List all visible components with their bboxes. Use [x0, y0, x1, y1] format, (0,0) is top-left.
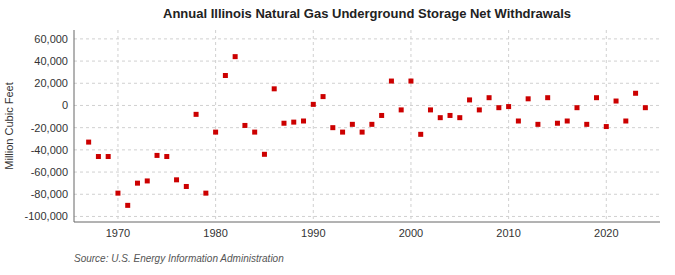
point — [594, 95, 599, 100]
points — [86, 54, 648, 208]
point — [438, 115, 443, 120]
point — [614, 99, 619, 104]
point — [633, 91, 638, 96]
y-tick-label: -100,000 — [25, 210, 68, 222]
point — [350, 122, 355, 127]
y-grid-line — [74, 172, 660, 173]
x-axis-line — [74, 222, 660, 223]
grid — [74, 30, 660, 222]
x-grid-line — [215, 30, 216, 222]
point — [506, 104, 511, 109]
chart-container: -100,000 -80,000 -60,000 -40,000 -20,000 0 20,… — [0, 0, 675, 275]
point — [281, 121, 286, 126]
point — [340, 130, 345, 135]
y-tick-label: 0 — [62, 99, 68, 111]
point — [174, 177, 179, 182]
point — [418, 132, 423, 137]
point — [545, 95, 550, 100]
y-grid-line — [74, 194, 660, 195]
y-axis-label: Million Cubic Feet — [3, 82, 15, 169]
y-tick-label: 20,000 — [34, 77, 68, 89]
y-grid-line — [74, 83, 660, 84]
point — [428, 107, 433, 112]
point — [369, 122, 374, 127]
y-grid-line — [74, 216, 660, 217]
point — [457, 115, 462, 120]
y-tick-label: 40,000 — [34, 55, 68, 67]
x-tick-label: 2020 — [594, 227, 618, 239]
y-tick-label: 60,000 — [34, 33, 68, 45]
point — [164, 154, 169, 159]
point — [96, 154, 101, 159]
point — [272, 86, 277, 91]
point — [242, 123, 247, 128]
point — [565, 119, 570, 124]
x-tick-label: 1990 — [301, 227, 325, 239]
point — [623, 119, 628, 124]
point — [467, 97, 472, 102]
source-annotation: Source: U.S. Energy Information Administ… — [74, 253, 284, 264]
point — [291, 120, 296, 125]
point — [86, 140, 91, 145]
y-tick-label: -20,000 — [31, 122, 68, 134]
point — [389, 79, 394, 84]
x-tick-label: 2010 — [496, 227, 520, 239]
point — [399, 107, 404, 112]
point — [262, 152, 267, 157]
point — [584, 122, 589, 127]
y-tick-label: -60,000 — [31, 166, 68, 178]
y-tick-label: -40,000 — [31, 144, 68, 156]
point — [448, 113, 453, 118]
point — [321, 94, 326, 99]
point — [145, 178, 150, 183]
point — [252, 130, 257, 135]
y-tick-label: -80,000 — [31, 188, 68, 200]
point — [301, 119, 306, 124]
y-axis-line — [74, 30, 75, 222]
point — [477, 107, 482, 112]
y-grid-line — [74, 38, 660, 39]
point — [330, 125, 335, 130]
point — [496, 105, 501, 110]
y-grid-line — [74, 149, 660, 150]
point — [223, 73, 228, 78]
point — [203, 191, 208, 196]
point — [106, 154, 111, 159]
x-tick-label: 1980 — [203, 227, 227, 239]
point — [155, 153, 160, 158]
point — [194, 112, 199, 117]
x-tick-label: 2000 — [399, 227, 423, 239]
title: Annual Illinois Natural Gas Underground … — [163, 6, 571, 21]
point — [213, 130, 218, 135]
x-grid-line — [410, 30, 411, 222]
point — [535, 122, 540, 127]
point — [233, 54, 238, 59]
point — [311, 102, 316, 107]
point — [125, 203, 130, 208]
point — [115, 191, 120, 196]
point — [360, 130, 365, 135]
y-grid-line — [74, 105, 660, 106]
point — [408, 79, 413, 84]
point — [604, 124, 609, 129]
x-tick-label: 1970 — [106, 227, 130, 239]
point — [526, 96, 531, 101]
point — [184, 184, 189, 189]
point — [574, 105, 579, 110]
x-grid-line — [313, 30, 314, 222]
axes: -100,000 -80,000 -60,000 -40,000 -20,000 0 20,… — [25, 30, 660, 239]
point — [379, 113, 384, 118]
point — [135, 181, 140, 186]
x-grid-line — [508, 30, 509, 222]
point — [516, 119, 521, 124]
point — [555, 121, 560, 126]
y-grid-line — [74, 61, 660, 62]
chart: -100,000 -80,000 -60,000 -40,000 -20,000 0 20,… — [0, 0, 675, 275]
point — [487, 95, 492, 100]
point — [643, 105, 648, 110]
y-grid-line — [74, 127, 660, 128]
